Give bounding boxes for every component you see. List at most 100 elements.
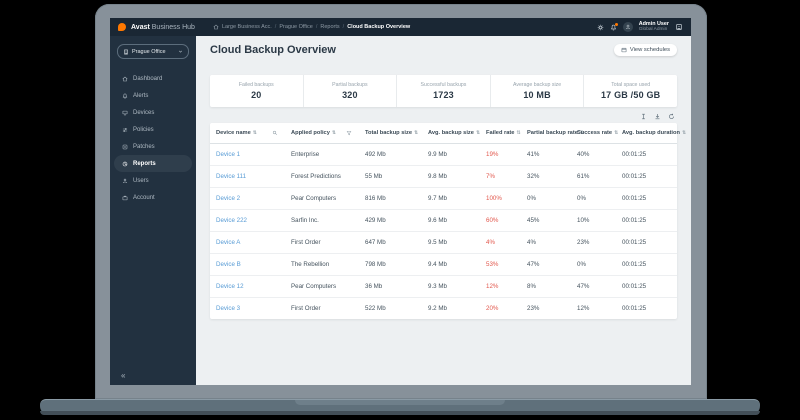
avast-logo-icon [118,23,126,31]
device-name-link[interactable]: Device 2 [216,195,241,202]
sidebar-item-users[interactable]: Users [114,172,192,189]
sidebar-collapse-button[interactable]: « [121,371,126,380]
building-icon [123,49,129,55]
columns-icon[interactable] [640,113,647,120]
cell-total: 36 Mb [365,283,383,290]
cell-success: 0% [577,261,586,268]
column-label: Device name [216,130,251,136]
user-avatar[interactable] [622,22,633,32]
cell-avg: 9.2 Mb [428,305,447,312]
cell-policy: Pear Computers [291,195,337,202]
sort-icon[interactable]: ⇅ [252,130,257,136]
sort-icon[interactable]: ⇅ [516,130,521,136]
filter-icon[interactable] [346,130,359,136]
cell-failed: 7% [486,173,495,180]
app-body: Prague Office Dashboard Alerts Devices [110,36,691,385]
breadcrumb: Large Business Acc. / Prague Office / Re… [213,24,410,30]
table-row: Device B The Rebellion 798 Mb 9.4 Mb 53% 47% 0… [210,254,677,276]
policies-sliders-icon [122,127,128,133]
cell-avg: 9.7 Mb [428,195,447,202]
column-header-partial-backup-rate[interactable]: Partial backup rate ⇅ [521,130,584,136]
cell-total: 492 Mb [365,151,386,158]
sidebar-item-dashboard[interactable]: Dashboard [114,70,192,87]
org-selector[interactable]: Prague Office [117,44,189,59]
sidebar-item-label: Alerts [133,92,149,99]
stat-value: 320 [342,90,358,100]
brand-title: Avast Business Hub [131,24,195,31]
cell-policy: Forest Predictions [291,173,341,180]
app-window: Avast Business Hub Large Business Acc. /… [110,18,691,385]
sort-icon[interactable]: ⇅ [475,130,481,136]
cell-success: 12% [577,305,590,312]
stat-value: 20 [251,90,262,100]
alerts-bell-icon [122,93,128,99]
devices-monitor-icon [122,110,128,116]
sidebar-item-devices[interactable]: Devices [114,104,192,121]
view-schedules-button[interactable]: View schedules [613,44,677,56]
cell-failed: 20% [486,305,499,312]
sidebar-item-alerts[interactable]: Alerts [114,87,192,104]
page-header: Cloud Backup Overview View schedules [210,44,677,56]
column-header-applied-policy[interactable]: Applied policy ⇅ [285,130,359,136]
cell-failed: 53% [486,261,499,268]
sidebar-item-label: Patches [133,143,155,150]
cell-success: 40% [577,151,590,158]
table-row: Device 3 First Order 522 Mb 9.2 Mb 20% 23% 12%… [210,298,677,319]
device-name-link[interactable]: Device B [216,261,241,268]
laptop-base-edge [40,411,760,415]
sidebar-item-reports[interactable]: Reports [114,155,192,172]
column-label: Success rate [577,130,613,136]
sidebar-item-policies[interactable]: Policies [114,121,192,138]
sidebar-item-account[interactable]: Account [114,189,192,206]
logout-icon[interactable] [675,23,683,31]
patches-icon [122,144,128,150]
device-name-link[interactable]: Device 12 [216,283,244,290]
search-icon[interactable] [272,130,285,136]
breadcrumb-separator: / [315,24,318,30]
column-header-total-backup-size[interactable]: Total backup size ⇅ [359,130,422,136]
sort-icon[interactable]: ⇅ [579,130,585,136]
device-name-link[interactable]: Device 111 [216,173,247,180]
breadcrumb-item[interactable]: Large Business Acc. [221,24,272,30]
user-info[interactable]: Admin User Global Admin [639,21,669,33]
laptop-notch [295,400,505,405]
sort-icon[interactable]: ⇅ [614,130,619,136]
column-header-success-rate[interactable]: Success rate ⇅ [571,130,619,136]
column-label: Failed rate [486,130,515,136]
device-name-link[interactable]: Device A [216,239,241,246]
settings-gear-icon[interactable] [597,24,604,31]
table-row: Device 111 Forest Predictions 55 Mb 9.8 Mb 7… [210,166,677,188]
cell-avg: 9.6 Mb [428,217,447,224]
device-name-link[interactable]: Device 3 [216,305,241,312]
cell-duration: 00:01:25 [622,217,647,224]
column-header-device-name[interactable]: Device name ⇅ [210,130,285,136]
cell-success: 61% [577,173,590,180]
cell-total: 55 Mb [365,173,383,180]
home-icon[interactable] [213,24,219,30]
sidebar-item-label: Users [133,177,149,184]
table-row: Device 2 Pear Computers 816 Mb 9.7 Mb 100% 0%… [210,188,677,210]
cell-total: 522 Mb [365,305,386,312]
device-name-link[interactable]: Device 222 [216,217,247,224]
dashboard-icon [122,76,128,82]
device-name-link[interactable]: Device 1 [216,151,241,158]
column-header-failed-rate[interactable]: Failed rate ⇅ [480,130,521,136]
sidebar-item-label: Dashboard [133,75,163,82]
refresh-icon[interactable] [668,113,675,120]
breadcrumb-item[interactable]: Reports [320,24,340,30]
sort-icon[interactable]: ⇅ [414,130,419,136]
sidebar-item-patches[interactable]: Patches [114,138,192,155]
notifications-bell-icon[interactable] [610,22,618,31]
sort-icon[interactable]: ⇅ [331,130,337,136]
column-header-avg-backup-size[interactable]: Avg. backup size ⇅ [422,130,480,136]
breadcrumb-separator: / [342,24,345,30]
column-header-avg-backup-duration[interactable]: Avg. backup duration ⇅ [616,130,686,136]
stat-total-space-used: Total space used 17 GB /50 GB [583,75,677,107]
cell-partial: 32% [527,173,540,180]
sort-icon[interactable]: ⇅ [681,130,687,136]
download-icon[interactable] [654,113,661,120]
breadcrumb-item[interactable]: Prague Office [279,24,313,30]
cell-policy: Pear Computers [291,283,337,290]
cell-partial: 45% [527,217,540,224]
